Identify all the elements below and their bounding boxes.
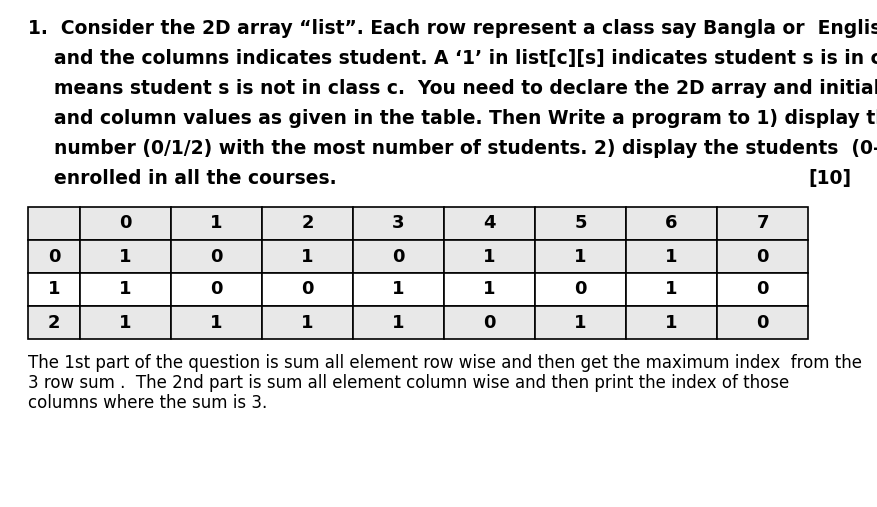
Text: 1: 1 xyxy=(302,313,314,332)
Bar xyxy=(717,273,808,306)
Text: 1: 1 xyxy=(119,247,132,266)
Bar xyxy=(353,273,444,306)
Text: 1: 1 xyxy=(392,313,405,332)
Text: 0: 0 xyxy=(47,247,61,266)
Text: 1: 1 xyxy=(483,247,496,266)
Text: 0: 0 xyxy=(756,247,769,266)
Text: 0: 0 xyxy=(302,280,314,299)
Text: 1: 1 xyxy=(119,313,132,332)
Bar xyxy=(444,273,535,306)
Text: 2: 2 xyxy=(302,214,314,233)
Text: 1: 1 xyxy=(210,214,223,233)
Text: and column values as given in the table. Then Write a program to 1) display the : and column values as given in the table.… xyxy=(28,109,877,128)
Bar xyxy=(353,240,444,273)
Text: columns where the sum is 3.: columns where the sum is 3. xyxy=(28,394,267,412)
Text: 3 row sum .  The 2nd part is sum all element column wise and then print the inde: 3 row sum . The 2nd part is sum all elem… xyxy=(28,374,789,392)
Bar xyxy=(80,240,171,273)
Bar xyxy=(353,306,444,339)
Text: 1: 1 xyxy=(47,280,61,299)
Text: 0: 0 xyxy=(119,214,132,233)
Text: means student s is not in class c.  You need to declare the 2D array and initial: means student s is not in class c. You n… xyxy=(28,79,877,98)
Bar xyxy=(171,306,262,339)
Bar xyxy=(262,273,353,306)
Text: 1.  Consider the 2D array “list”. Each row represent a class say Bangla or  Engl: 1. Consider the 2D array “list”. Each ro… xyxy=(28,19,877,38)
Text: 0: 0 xyxy=(756,313,769,332)
Bar xyxy=(262,240,353,273)
Bar xyxy=(28,306,80,339)
Text: 0: 0 xyxy=(483,313,496,332)
Bar xyxy=(171,207,262,240)
Bar xyxy=(28,207,80,240)
Text: 0: 0 xyxy=(210,280,223,299)
Bar xyxy=(80,306,171,339)
Bar xyxy=(717,207,808,240)
Bar xyxy=(353,207,444,240)
Text: 7: 7 xyxy=(756,214,769,233)
Bar xyxy=(444,207,535,240)
Text: 0: 0 xyxy=(756,280,769,299)
Text: 1: 1 xyxy=(574,313,587,332)
Text: 1: 1 xyxy=(666,280,678,299)
Text: 0: 0 xyxy=(392,247,405,266)
Bar xyxy=(626,207,717,240)
Bar xyxy=(80,207,171,240)
Bar xyxy=(28,240,80,273)
Text: The 1st part of the question is sum all element row wise and then get the maximu: The 1st part of the question is sum all … xyxy=(28,354,862,372)
Bar xyxy=(626,306,717,339)
Text: 0: 0 xyxy=(574,280,587,299)
Text: 1: 1 xyxy=(483,280,496,299)
Text: 1: 1 xyxy=(392,280,405,299)
Bar xyxy=(262,207,353,240)
Bar xyxy=(444,240,535,273)
Bar xyxy=(171,273,262,306)
Bar xyxy=(717,306,808,339)
Bar xyxy=(626,273,717,306)
Text: enrolled in all the courses.: enrolled in all the courses. xyxy=(28,169,337,188)
Text: 1: 1 xyxy=(666,247,678,266)
Text: 6: 6 xyxy=(666,214,678,233)
Text: 4: 4 xyxy=(483,214,496,233)
Bar xyxy=(717,240,808,273)
Bar xyxy=(262,306,353,339)
Bar xyxy=(535,240,626,273)
Bar xyxy=(28,273,80,306)
Bar xyxy=(535,273,626,306)
Bar xyxy=(444,306,535,339)
Bar xyxy=(535,306,626,339)
Text: 0: 0 xyxy=(210,247,223,266)
Text: 3: 3 xyxy=(392,214,405,233)
Bar xyxy=(80,273,171,306)
Text: 1: 1 xyxy=(302,247,314,266)
Text: 1: 1 xyxy=(666,313,678,332)
Bar xyxy=(171,240,262,273)
Bar xyxy=(535,207,626,240)
Text: [10]: [10] xyxy=(809,169,852,188)
Bar xyxy=(626,240,717,273)
Text: 2: 2 xyxy=(47,313,61,332)
Text: 1: 1 xyxy=(119,280,132,299)
Text: 5: 5 xyxy=(574,214,587,233)
Text: number (0/1/2) with the most number of students. 2) display the students  (0-7)w: number (0/1/2) with the most number of s… xyxy=(28,139,877,158)
Text: 1: 1 xyxy=(574,247,587,266)
Text: 1: 1 xyxy=(210,313,223,332)
Text: and the columns indicates student. A ‘1’ in list[c][s] indicates student s is in: and the columns indicates student. A ‘1’… xyxy=(28,49,877,68)
